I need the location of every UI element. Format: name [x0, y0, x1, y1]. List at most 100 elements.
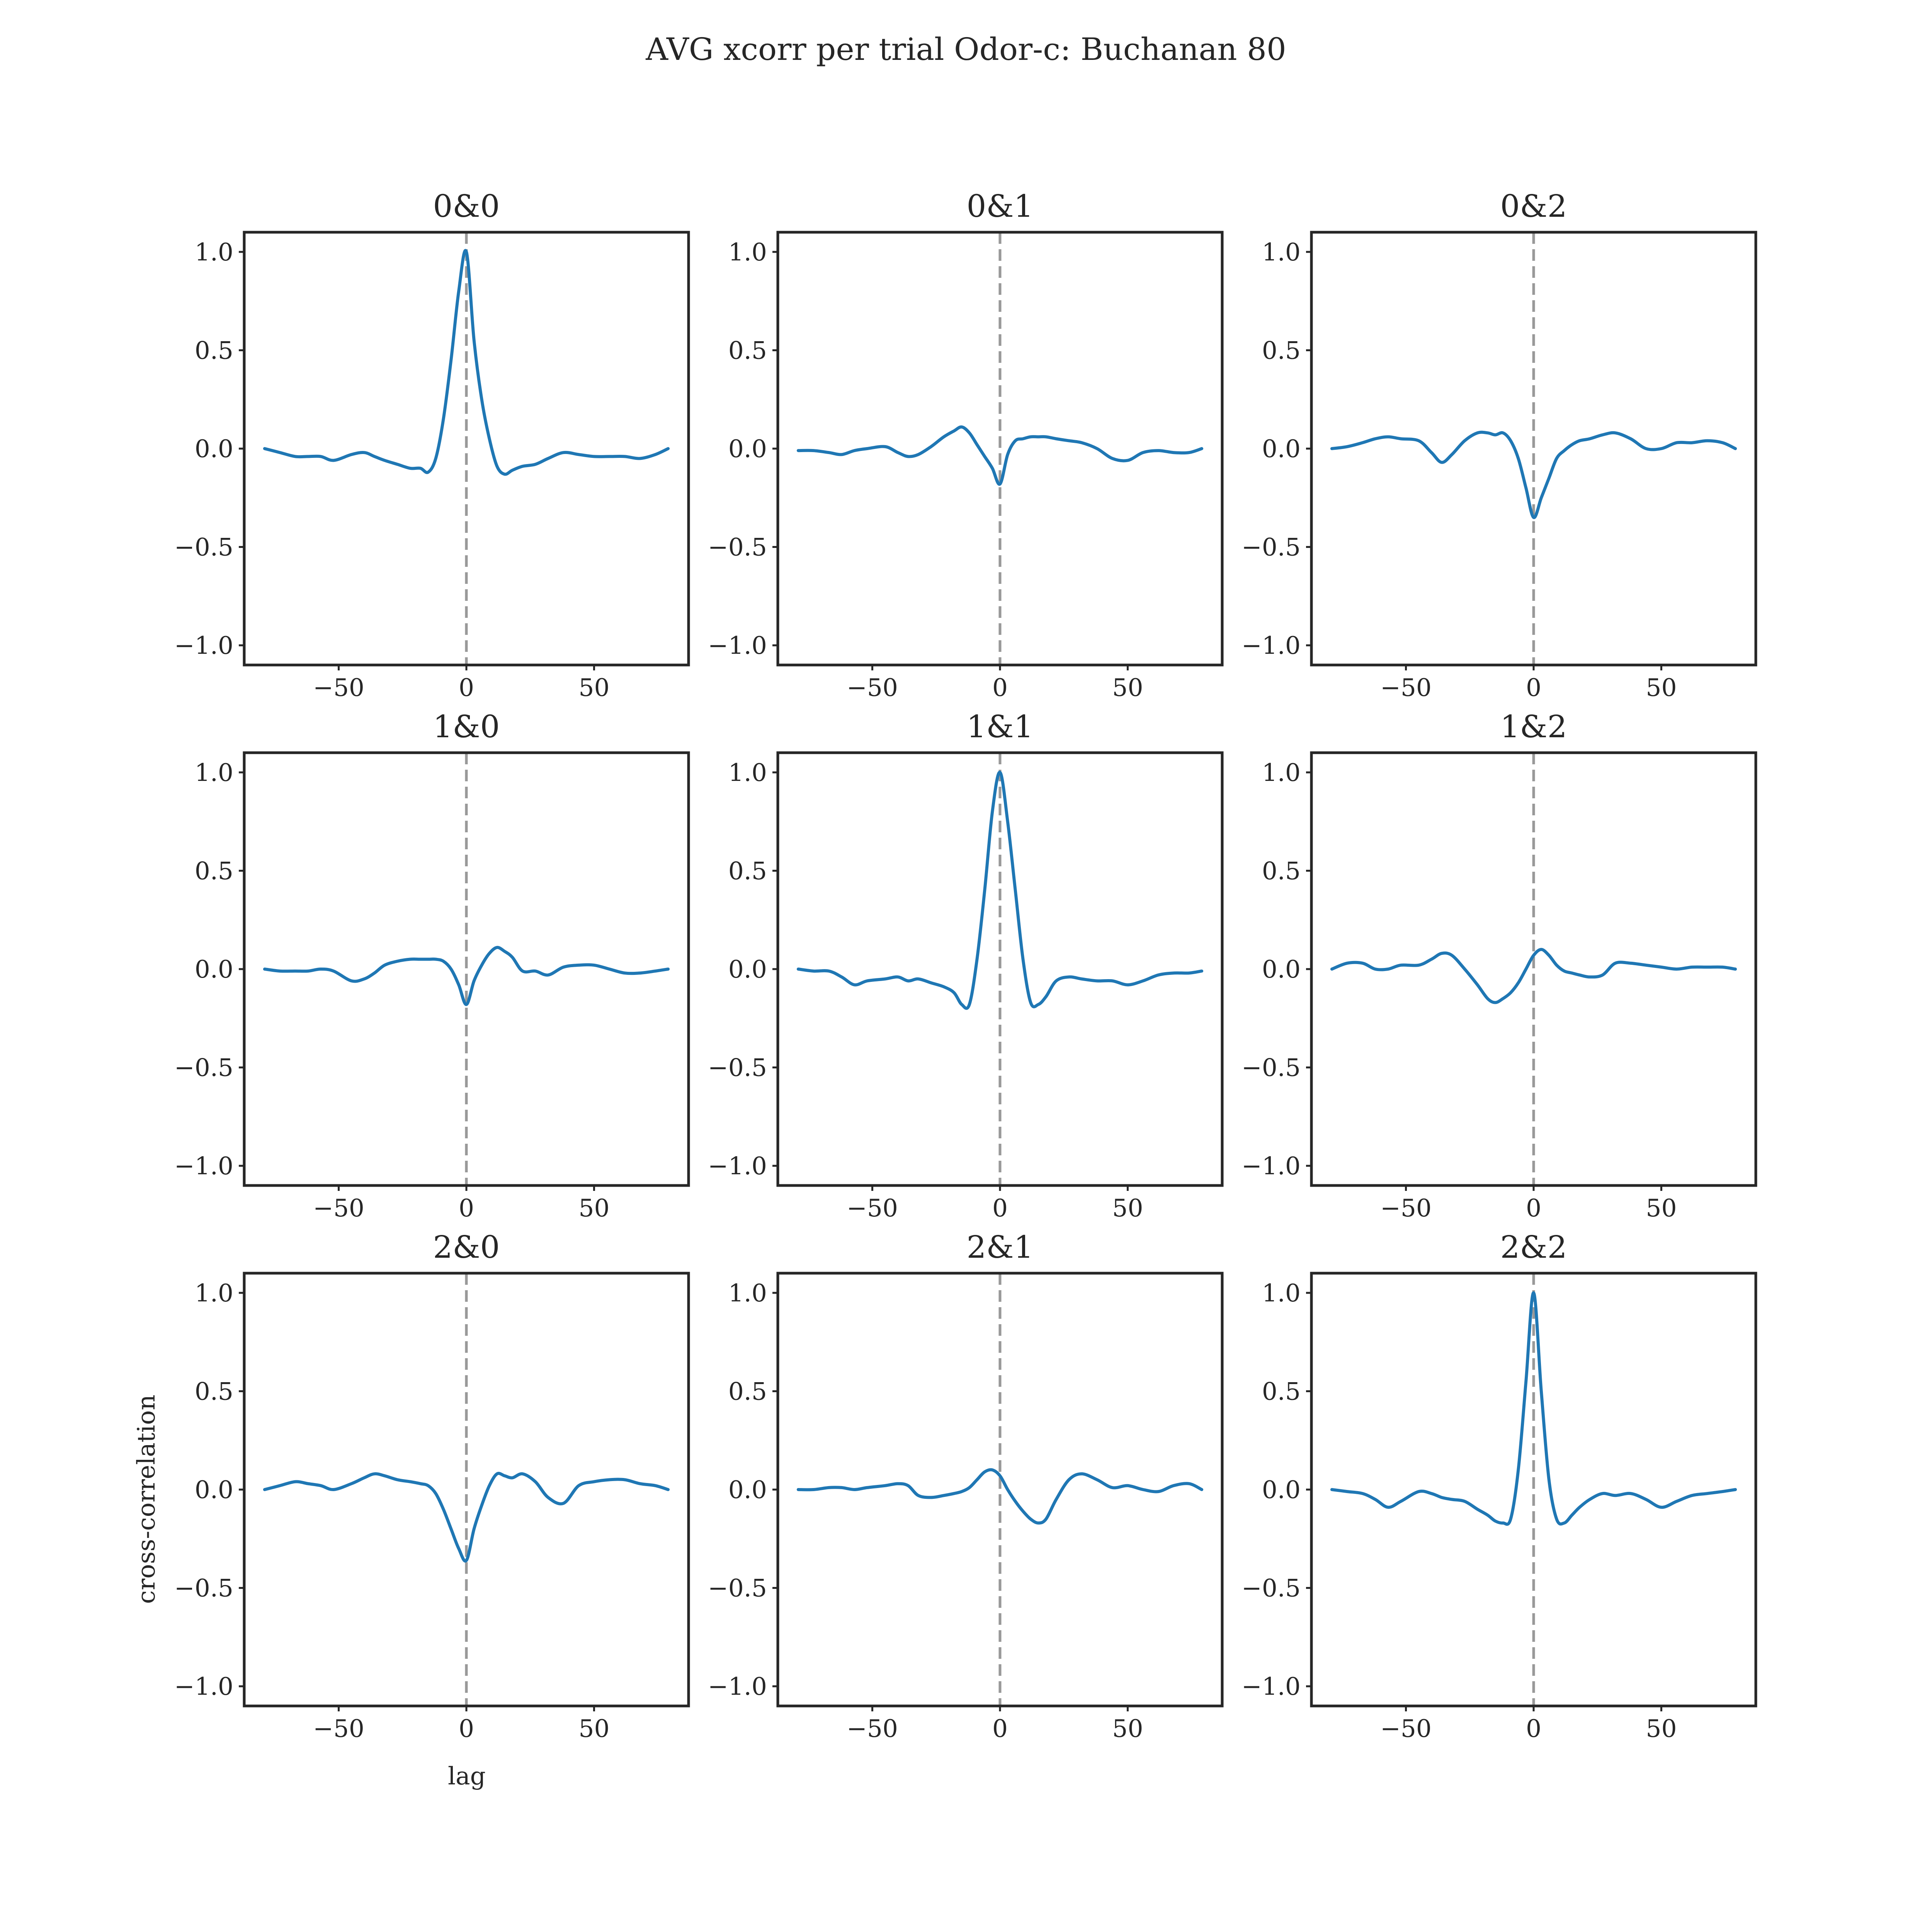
y-tick-label: 0.5: [728, 857, 767, 885]
axes-frame: [1310, 1272, 1757, 1708]
x-tick-label: 0: [992, 673, 1008, 702]
axes-frame: [776, 1272, 1224, 1708]
panel-title: 0&1: [966, 188, 1033, 224]
panel-2-2: 2&2 −1.0 −0.5 0.0 0.5 1.0 −50 0 50: [1242, 1229, 1757, 1743]
y-tick-label: −0.5: [708, 533, 767, 561]
y-tick-label: 0.5: [728, 1377, 767, 1405]
y-tick-label: −1.0: [1242, 631, 1301, 660]
x-tick-label: −50: [1380, 1714, 1432, 1743]
x-tick-label: −50: [313, 1194, 364, 1222]
y-tick-label: −1.0: [1242, 1152, 1301, 1180]
y-tick-label: −0.5: [708, 1574, 767, 1602]
y-tick-label: 0.5: [195, 1377, 233, 1405]
x-tick-label: 0: [459, 673, 474, 702]
panel-0-1: 0&1 −1.0 −0.5 0.0 0.5 1.0 −50 0 50: [708, 188, 1224, 702]
xcorr-line: [263, 946, 670, 1006]
panel-title: 0&2: [1500, 188, 1567, 224]
y-tick-label: 1.0: [1262, 1279, 1301, 1307]
y-tick-label: 0.5: [728, 336, 767, 364]
y-tick-label: −1.0: [708, 1152, 767, 1180]
panel-title: 2&2: [1500, 1229, 1567, 1265]
x-tick-label: 0: [1526, 673, 1541, 702]
axes-frame: [776, 751, 1224, 1187]
y-tick-label: 0.0: [195, 955, 233, 983]
y-tick-label: 0.0: [728, 435, 767, 463]
figure-title: AVG xcorr per trial Odor-c: Buchanan 80: [645, 31, 1286, 67]
panel-2-1: 2&1 −1.0 −0.5 0.0 0.5 1.0 −50 0 50: [708, 1229, 1224, 1743]
y-tick-label: −0.5: [708, 1054, 767, 1082]
x-tick-label: 50: [1112, 1714, 1143, 1743]
x-tick-label: 0: [459, 1714, 474, 1743]
y-tick-label: 1.0: [1262, 759, 1301, 787]
y-tick-label: 0.5: [1262, 857, 1301, 885]
y-tick-label: −1.0: [174, 1152, 233, 1180]
y-tick-label: 0.5: [195, 857, 233, 885]
axes-frame: [776, 231, 1224, 667]
xcorr-line: [796, 1468, 1204, 1525]
y-tick-label: −0.5: [174, 533, 233, 561]
x-tick-label: −50: [1380, 1194, 1432, 1222]
y-tick-label: 1.0: [195, 759, 233, 787]
y-tick-label: 0.0: [1262, 955, 1301, 983]
y-tick-label: 1.0: [195, 238, 233, 266]
panel-1-1: 1&1 −1.0 −0.5 0.0 0.5 1.0 −50 0 50: [708, 709, 1224, 1222]
x-tick-label: 50: [1112, 673, 1143, 702]
y-tick-label: 1.0: [728, 238, 767, 266]
y-tick-label: 0.0: [728, 1476, 767, 1504]
y-tick-label: 0.0: [1262, 435, 1301, 463]
panel-title: 2&1: [966, 1229, 1033, 1265]
xcorr-line: [1330, 430, 1737, 519]
xcorr-line: [263, 1472, 670, 1563]
panel-0-2: 0&2 −1.0 −0.5 0.0 0.5 1.0 −50 0 50: [1242, 188, 1757, 702]
x-tick-label: 50: [1112, 1194, 1143, 1222]
y-tick-label: −1.0: [174, 631, 233, 660]
axes-frame: [1310, 231, 1757, 667]
x-axis-label: lag: [448, 1762, 486, 1790]
x-tick-label: −50: [1380, 673, 1432, 702]
y-tick-label: 0.0: [728, 955, 767, 983]
y-tick-label: 0.0: [195, 1476, 233, 1504]
x-tick-label: 50: [1646, 1714, 1677, 1743]
y-tick-label: −0.5: [174, 1054, 233, 1082]
x-tick-label: −50: [313, 1714, 364, 1743]
x-tick-label: 50: [578, 1194, 609, 1222]
x-tick-label: −50: [847, 1714, 898, 1743]
x-tick-label: −50: [847, 1194, 898, 1222]
x-tick-label: 0: [992, 1194, 1008, 1222]
axes-frame: [243, 1272, 690, 1708]
y-tick-label: −1.0: [708, 631, 767, 660]
x-tick-label: 50: [1646, 1194, 1677, 1222]
y-tick-label: −0.5: [1242, 533, 1301, 561]
y-tick-label: −0.5: [1242, 1574, 1301, 1602]
y-tick-label: −0.5: [1242, 1054, 1301, 1082]
panel-title: 2&0: [433, 1229, 500, 1265]
xcorr-line: [796, 770, 1204, 1010]
axes-frame: [243, 751, 690, 1187]
y-tick-label: 0.0: [1262, 1476, 1301, 1504]
panel-title: 1&1: [966, 709, 1033, 745]
axes-frame: [1310, 751, 1757, 1187]
panel-0-0: 0&0 −1.0 −0.5 0.0 0.5 1.0 −50 0 50: [174, 188, 690, 702]
x-tick-label: 0: [1526, 1194, 1541, 1222]
y-tick-label: −1.0: [174, 1672, 233, 1701]
xcorr-line: [796, 425, 1204, 486]
panel-2-0: 2&0 −1.0 −0.5 0.0 0.5 1.0 −50 0 50: [174, 1229, 690, 1743]
x-tick-label: −50: [313, 673, 364, 702]
y-axis-label: cross-correlation: [132, 1395, 160, 1604]
y-tick-label: 0.5: [195, 336, 233, 364]
y-tick-label: 1.0: [728, 1279, 767, 1307]
axes-frame: [243, 231, 690, 667]
y-tick-label: 0.5: [1262, 1377, 1301, 1405]
x-tick-label: 50: [578, 673, 609, 702]
panel-title: 1&0: [433, 709, 500, 745]
x-tick-label: 0: [992, 1714, 1008, 1743]
y-tick-label: 0.5: [1262, 336, 1301, 364]
xcorr-line: [263, 249, 670, 476]
x-tick-label: 50: [578, 1714, 609, 1743]
panel-1-2: 1&2 −1.0 −0.5 0.0 0.5 1.0 −50 0 50: [1242, 709, 1757, 1222]
y-tick-label: −0.5: [174, 1574, 233, 1602]
x-tick-label: 0: [459, 1194, 474, 1222]
y-tick-label: 0.0: [195, 435, 233, 463]
y-tick-label: 1.0: [195, 1279, 233, 1307]
